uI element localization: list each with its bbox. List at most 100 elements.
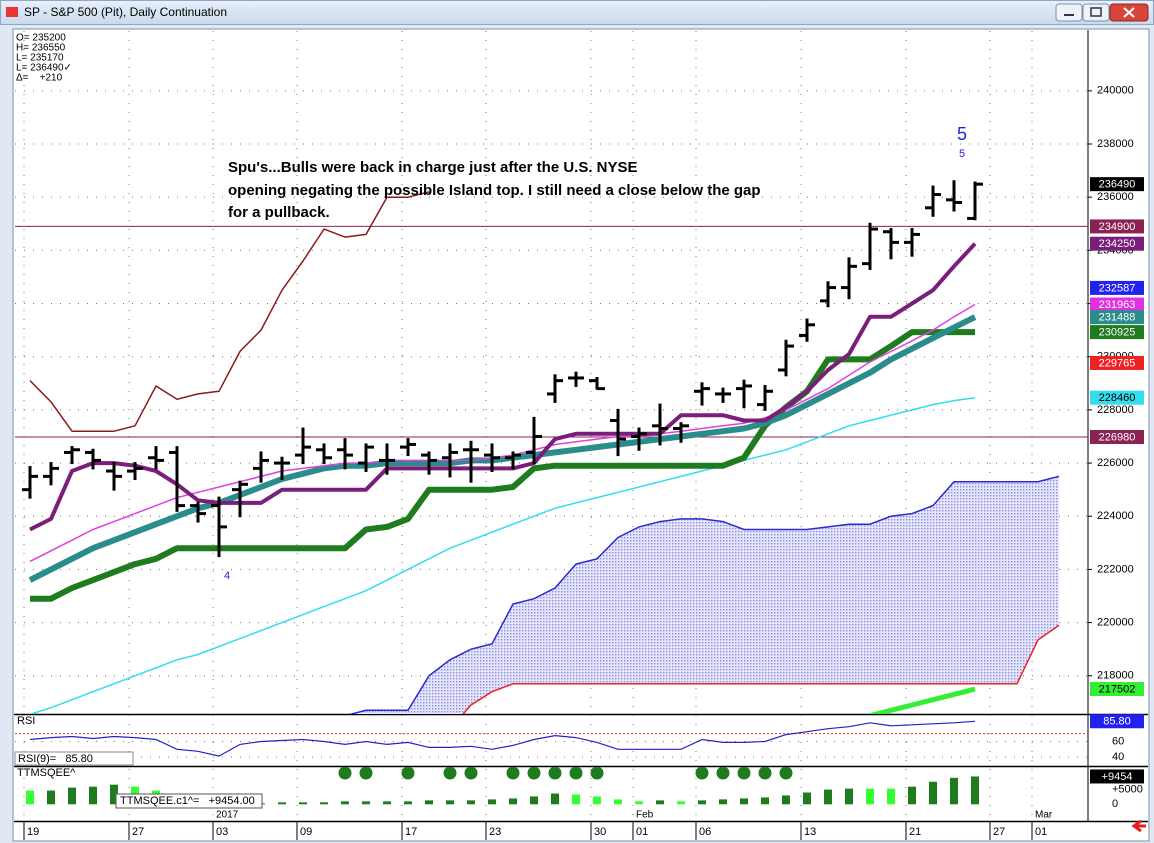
price-marker-box bbox=[1090, 430, 1144, 445]
ttm-bar bbox=[782, 795, 790, 805]
x-tick-label: 13 bbox=[804, 826, 816, 838]
title-bar bbox=[0, 0, 1154, 25]
x-tick-label: 27 bbox=[993, 826, 1005, 838]
price-marker-box bbox=[1090, 297, 1144, 312]
ttm-bar bbox=[908, 786, 916, 805]
rsi-panel bbox=[15, 720, 1088, 757]
ttm-bar bbox=[929, 781, 937, 805]
price-marker-box bbox=[1090, 236, 1144, 251]
rsi-value-box bbox=[1090, 714, 1144, 729]
ttm-bar bbox=[803, 792, 811, 805]
ttm-tooltip: TTMSQEE.c1^= +9454.00 bbox=[120, 795, 255, 807]
x-month-label: Mar bbox=[1035, 810, 1053, 821]
y-tick-label: 218000 bbox=[1097, 670, 1134, 682]
y-tick-label: 228000 bbox=[1097, 404, 1134, 416]
y-tick-label: 238000 bbox=[1097, 138, 1134, 150]
squeeze-dot bbox=[443, 767, 457, 780]
price-marker-box bbox=[1090, 280, 1144, 295]
x-tick-label: 01 bbox=[636, 826, 648, 838]
ttm-bar bbox=[677, 801, 685, 805]
minimize-button[interactable] bbox=[1055, 3, 1083, 22]
squeeze-dot bbox=[548, 767, 562, 780]
rsi-readout-box bbox=[14, 751, 134, 766]
ttm-bar bbox=[404, 801, 412, 805]
squeeze-dot bbox=[464, 767, 478, 780]
ttm-bar bbox=[425, 800, 433, 805]
ohlc-readout: Δ= +210 bbox=[16, 73, 63, 84]
wave-label: 4 bbox=[224, 570, 230, 582]
ttm-tooltip-box bbox=[115, 793, 263, 809]
annotation: Spu's...Bulls were back in charge just a… bbox=[228, 159, 638, 176]
ohlc-readout: L= 236490✓ bbox=[16, 63, 72, 74]
ttm-bar bbox=[887, 788, 895, 805]
ttm-bar bbox=[110, 784, 118, 805]
y-tick-label: 220000 bbox=[1097, 617, 1134, 629]
x-month-label: 2017 bbox=[216, 810, 239, 821]
squeeze-dot bbox=[569, 767, 583, 780]
ttm-bar bbox=[866, 788, 874, 805]
price-marker-box bbox=[1090, 177, 1144, 192]
squeeze-dot bbox=[401, 767, 415, 780]
price-marker-label: 228460 bbox=[1099, 392, 1136, 404]
window-title: SP - S&P 500 (Pit), Daily Continuation bbox=[24, 5, 227, 19]
wave-label: 5 bbox=[959, 148, 965, 160]
x-tick-label: 09 bbox=[300, 826, 312, 838]
rsi-tick-label: 40 bbox=[1112, 751, 1124, 763]
x-tick-label: 27 bbox=[132, 826, 144, 838]
price-marker-box bbox=[1090, 310, 1144, 325]
x-tick-label: 19 bbox=[27, 826, 39, 838]
app-icon bbox=[6, 7, 18, 17]
scroll-arrow[interactable] bbox=[1131, 819, 1146, 833]
ttm-bar bbox=[467, 800, 475, 805]
ttm-tick-label: +5000 bbox=[1112, 783, 1143, 795]
rsi-value-label: 85.80 bbox=[1103, 716, 1131, 728]
indicator-line bbox=[29, 396, 976, 714]
squeeze-dot bbox=[590, 767, 604, 780]
rsi-line bbox=[29, 720, 976, 757]
indicator-line bbox=[866, 686, 976, 714]
ttm-bar bbox=[446, 800, 454, 805]
ttm-bar bbox=[761, 797, 769, 805]
y-tick-label: 226000 bbox=[1097, 457, 1134, 469]
price-marker-box bbox=[1090, 355, 1144, 370]
axes: 19 27 03 09 17 23 30 01 06 13 21 27 01 2017 Feb Mar 2180… bbox=[23, 85, 1144, 840]
price-marker-box bbox=[1090, 682, 1144, 697]
ttm-bar bbox=[488, 799, 496, 805]
x-tick-label: 30 bbox=[594, 826, 606, 838]
price-marker-label: 229765 bbox=[1099, 357, 1136, 369]
ttm-bar bbox=[635, 801, 643, 805]
squeeze-dot bbox=[716, 767, 730, 780]
ttm-bar bbox=[530, 796, 538, 805]
price-marker-label: 226980 bbox=[1099, 431, 1136, 443]
ttm-value-box bbox=[1090, 769, 1144, 784]
squeeze-dot bbox=[779, 767, 793, 780]
ttm-bar bbox=[362, 801, 370, 805]
ttm-bar bbox=[719, 799, 727, 805]
indicator-line bbox=[29, 191, 430, 432]
price-marker-label: 234250 bbox=[1099, 238, 1136, 250]
ttm-tick-label: 0 bbox=[1112, 798, 1118, 810]
indicator-line bbox=[29, 303, 976, 563]
ttm-bar bbox=[698, 800, 706, 805]
ttm-bar bbox=[509, 798, 517, 805]
ttm-bar bbox=[572, 794, 580, 805]
price-marker-label: 231488 bbox=[1099, 312, 1136, 324]
ttm-bar bbox=[971, 776, 979, 805]
ttm-bar bbox=[824, 789, 832, 805]
wave-label: 5 bbox=[957, 124, 967, 144]
annotation: for a pullback. bbox=[228, 204, 330, 221]
maximize-button[interactable] bbox=[1082, 3, 1110, 22]
y-tick-label: 240000 bbox=[1097, 85, 1134, 97]
indicator-line bbox=[29, 242, 977, 532]
ttm-bar bbox=[320, 802, 328, 805]
indicator-line bbox=[28, 314, 977, 583]
rsi-label: RSI bbox=[17, 715, 35, 727]
y-tick-label: 236000 bbox=[1097, 191, 1134, 203]
ttm-bar bbox=[299, 802, 307, 805]
ttm-bar bbox=[89, 786, 97, 805]
ttm-bar bbox=[47, 790, 55, 805]
ttm-value-label: +9454 bbox=[1102, 771, 1133, 783]
close-icon bbox=[1123, 7, 1135, 18]
ttm-bar bbox=[845, 788, 853, 805]
